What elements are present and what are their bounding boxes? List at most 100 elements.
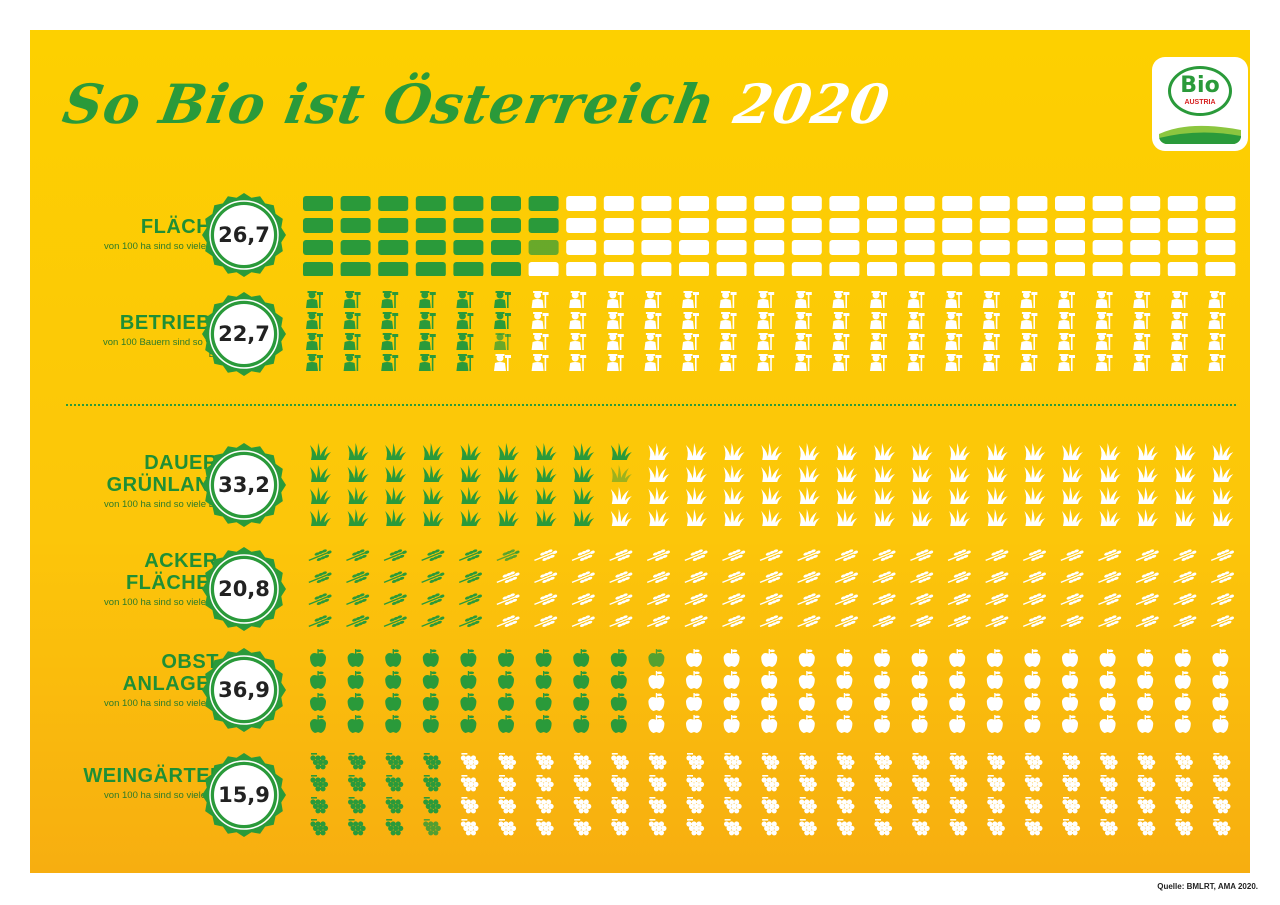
- wheat-icon: [684, 593, 708, 606]
- apple-icon: [1024, 671, 1041, 689]
- grapes-icon: [648, 819, 667, 836]
- farmer-icon: [569, 333, 587, 350]
- grass-icon: [1062, 487, 1083, 504]
- row-name-line1: ACKER-: [144, 550, 225, 572]
- farmer-icon: [531, 354, 549, 371]
- grapes-icon: [912, 753, 930, 770]
- wheat-icon: [1173, 571, 1197, 584]
- grapes-icon: [423, 819, 441, 836]
- grapes-icon: [1024, 753, 1043, 770]
- wheat-icon: [947, 615, 971, 628]
- grass-icon: [610, 443, 632, 460]
- apple-icon: [874, 693, 890, 711]
- wheat-icon: [534, 571, 558, 584]
- field-block-icon: [867, 240, 897, 255]
- apple-icon: [1024, 715, 1041, 733]
- grass-icon: [422, 509, 444, 526]
- field-block-icon: [1092, 196, 1123, 211]
- apple-icon: [347, 671, 364, 689]
- grass-icon: [385, 443, 407, 460]
- field-block-icon: [415, 218, 446, 233]
- wheat-icon: [646, 593, 670, 606]
- field-block-icon: [979, 218, 1010, 233]
- wheat-icon: [1210, 593, 1234, 606]
- wheat-icon: [684, 549, 708, 562]
- field-block-icon: [491, 240, 521, 255]
- grass-icon: [761, 487, 783, 504]
- grapes-icon: [912, 819, 930, 836]
- wheat-icon: [759, 549, 783, 562]
- grass-icon: [1099, 487, 1121, 504]
- apple-icon: [1024, 693, 1041, 711]
- farmer-icon: [982, 291, 1000, 308]
- farmer-icon: [1170, 333, 1188, 350]
- field-block-icon: [415, 196, 446, 211]
- wheat-icon: [534, 615, 558, 628]
- field-block-icon: [1055, 218, 1085, 233]
- farmer-icon: [832, 333, 850, 350]
- field-block-icon: [303, 218, 333, 233]
- wheat-icon: [834, 593, 858, 606]
- wheat-icon: [1098, 571, 1122, 584]
- field-block-icon: [716, 262, 747, 276]
- farmer-icon: [494, 354, 511, 371]
- apple-icon: [310, 715, 326, 733]
- farmer-icon: [606, 312, 624, 329]
- grass-icon: [949, 465, 971, 482]
- farmer-icon: [418, 312, 436, 329]
- apple-icon: [1212, 715, 1229, 733]
- field-block-icon: [340, 218, 371, 233]
- grapes-icon: [1024, 819, 1043, 836]
- grass-icon: [798, 487, 820, 504]
- field-block-icon: [716, 240, 747, 255]
- wheat-icon: [496, 615, 520, 628]
- field-block-icon: [867, 218, 897, 233]
- field-block-icon: [1130, 218, 1161, 233]
- field-block-icon: [791, 218, 822, 233]
- wheat-icon: [947, 593, 971, 606]
- farmer-icon: [494, 333, 511, 350]
- field-block-icon: [942, 240, 973, 255]
- field-block-icon: [491, 262, 521, 276]
- grapes-icon: [385, 819, 404, 836]
- farmer-icon: [1095, 354, 1113, 371]
- farmer-icon: [569, 312, 587, 329]
- apple-icon: [761, 671, 778, 689]
- wheat-icon: [759, 593, 783, 606]
- grass-icon: [986, 465, 1008, 482]
- apple-icon: [761, 649, 778, 667]
- value-badge-betriebe: 22,7: [202, 292, 286, 376]
- apple-icon: [385, 715, 402, 733]
- field-block-icon: [1130, 262, 1161, 276]
- row-label-ackerflaechen: ACKER- FLÄCHEN von 100 ha sind so viele …: [45, 550, 225, 609]
- farmer-icon: [343, 291, 361, 308]
- apple-icon: [986, 671, 1003, 689]
- grass-icon: [498, 465, 519, 482]
- field-block-icon: [566, 218, 597, 233]
- grass-icon: [874, 443, 895, 460]
- field-block-icon: [378, 218, 409, 233]
- infographic-poster: So Bio ist Österreich 2020 Bio AUSTRIA F…: [30, 30, 1250, 873]
- apple-icon: [911, 715, 928, 733]
- field-block-icon: [491, 196, 521, 211]
- field-block-icon: [979, 196, 1010, 211]
- grapes-icon: [498, 819, 517, 836]
- grass-icon: [723, 465, 745, 482]
- grapes-icon: [573, 775, 592, 792]
- grapes-icon: [1137, 797, 1156, 814]
- grass-icon: [761, 509, 783, 526]
- grapes-icon: [724, 819, 742, 836]
- grass-icon: [1212, 509, 1234, 526]
- apple-icon: [422, 671, 439, 689]
- farmer-icon: [306, 354, 323, 371]
- farmer-icon: [757, 354, 775, 371]
- apple-icon: [949, 649, 966, 667]
- field-block-icon: [303, 196, 333, 211]
- grass-icon: [1137, 465, 1159, 482]
- wheat-icon: [985, 593, 1009, 606]
- grapes-icon: [1062, 797, 1081, 814]
- farmer-icon: [794, 291, 812, 308]
- apple-icon: [1062, 649, 1078, 667]
- apple-icon: [1212, 649, 1229, 667]
- wheat-icon: [1210, 615, 1234, 628]
